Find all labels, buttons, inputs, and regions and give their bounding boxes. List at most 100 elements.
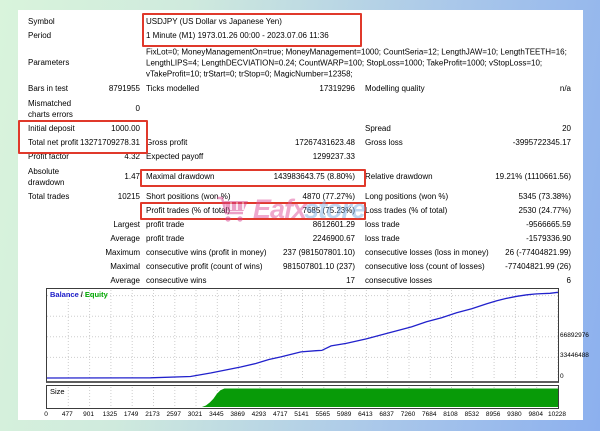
x-tick-label: 0 bbox=[44, 411, 48, 418]
legend-equity: Equity bbox=[84, 290, 108, 299]
report-row: Period 1 Minute (M1) 1973.01.26 00:00 - 2… bbox=[28, 29, 573, 43]
y-axis-label: 0 bbox=[560, 373, 564, 380]
x-tick-label: 8532 bbox=[464, 411, 480, 418]
stat-label: consecutive wins (profit in money) bbox=[146, 248, 267, 257]
stat-value: n/a bbox=[559, 84, 571, 93]
stat-label: Total net profit bbox=[28, 138, 79, 147]
x-tick-label: 5141 bbox=[294, 411, 309, 418]
report-row: Initial deposit 1000.00 Spread 20 bbox=[28, 122, 573, 136]
stat-label: Modelling quality bbox=[365, 84, 425, 93]
stat-value: Average bbox=[110, 234, 140, 243]
x-tick-label: 4717 bbox=[272, 411, 288, 418]
x-tick-label: 10228 bbox=[547, 411, 567, 418]
x-tick-label: 5565 bbox=[315, 411, 331, 418]
x-tick-label: 1749 bbox=[123, 411, 139, 418]
stat-value: 8791955 bbox=[108, 84, 140, 93]
report-table: Symbol USDJPY (US Dollar vs Japanese Yen)… bbox=[28, 15, 573, 288]
stat-label: profit trade bbox=[146, 234, 185, 243]
stat-value: 143983643.75 (8.80%) bbox=[273, 172, 355, 181]
stat-label: Profit trades (% of total) bbox=[146, 206, 231, 215]
size-chart-label: Size bbox=[50, 387, 65, 396]
report-row: Profit factor 4.32 Expected payoff 1299237.… bbox=[28, 150, 573, 164]
legend-balance: Balance bbox=[50, 290, 79, 299]
stat-label: Spread bbox=[365, 124, 391, 133]
stat-value: 17 bbox=[346, 276, 355, 285]
stat-value: 8612601.29 bbox=[312, 220, 355, 229]
stat-value: 20 bbox=[562, 124, 571, 133]
stat-value: 6 bbox=[566, 276, 571, 285]
balance-equity-chart: Balance / Equity bbox=[46, 288, 559, 383]
stat-label: profit trade bbox=[146, 220, 185, 229]
stat-label: Bars in test bbox=[28, 84, 69, 93]
stat-value: 13271709278.31 bbox=[79, 138, 140, 147]
stat-value: 237 (981507801.10) bbox=[282, 248, 355, 257]
x-tick-label: 1325 bbox=[102, 411, 118, 418]
stat-value: -77404821.99 (26) bbox=[505, 262, 571, 271]
stat-label: Mismatched charts errors bbox=[28, 99, 73, 119]
stat-value: 26 (-77404821.99) bbox=[505, 248, 571, 257]
stat-label: loss trade bbox=[365, 234, 400, 243]
size-chart: Size bbox=[46, 385, 559, 409]
stat-label: Gross profit bbox=[146, 138, 188, 147]
stat-value: 981507801.10 (237) bbox=[282, 262, 355, 271]
y-axis-label: 33446488 bbox=[560, 352, 589, 359]
stat-value: Maximal bbox=[110, 262, 140, 271]
stat-label: Symbol bbox=[28, 17, 55, 26]
x-tick-label: 8108 bbox=[443, 411, 458, 418]
stat-value: 19.21% (1110661.56) bbox=[495, 172, 571, 181]
stat-label: loss trade bbox=[365, 220, 400, 229]
stat-label: Loss trades (% of total) bbox=[365, 206, 448, 215]
stat-value: 10215 bbox=[117, 192, 140, 201]
x-tick-label: 8956 bbox=[485, 411, 501, 418]
report-row: Maximal consecutive profit (count of wins… bbox=[28, 260, 573, 274]
x-tick-label: 2597 bbox=[166, 411, 181, 418]
report-row: Absolute drawdown 1.47 Maximal drawdown 143… bbox=[28, 164, 573, 190]
stat-label: Expected payoff bbox=[146, 152, 204, 161]
x-tick-label: 2173 bbox=[145, 411, 160, 418]
stat-value: 2530 (24.77%) bbox=[518, 206, 571, 215]
x-tick-label: 7684 bbox=[422, 411, 437, 418]
stat-value: 0 bbox=[135, 104, 140, 113]
report-row: Maximum consecutive wins (profit in money… bbox=[28, 246, 573, 260]
stat-value: -9566665.59 bbox=[526, 220, 571, 229]
chart-legend: Balance / Equity bbox=[50, 290, 108, 299]
stat-value: -1579336.90 bbox=[526, 234, 571, 243]
x-tick-label: 9804 bbox=[528, 411, 543, 418]
report-row: Largest profit trade 8612601.29 loss trade -… bbox=[28, 218, 573, 232]
x-tick-label: 3869 bbox=[230, 411, 245, 418]
x-tick-label: 9380 bbox=[507, 411, 522, 418]
stat-label: consecutive wins bbox=[146, 276, 207, 285]
balance-svg bbox=[47, 290, 558, 379]
stat-label: FixLot=0; MoneyManagementOn=true; MoneyM… bbox=[146, 47, 567, 78]
x-tick-label: 4293 bbox=[251, 411, 267, 418]
x-tick-label: 477 bbox=[61, 411, 73, 418]
stat-label: USDJPY (US Dollar vs Japanese Yen) bbox=[146, 17, 282, 26]
charts-section: Balance / Equity 66892976 33446488 0 Size … bbox=[44, 288, 589, 420]
x-tick-label: 5989 bbox=[336, 411, 352, 418]
stat-label: Period bbox=[28, 31, 52, 40]
report-row: Bars in test 8791955 Ticks modelled 1731929… bbox=[28, 82, 573, 96]
size-svg bbox=[47, 387, 558, 407]
stat-value: 1299237.33 bbox=[312, 152, 355, 161]
stat-value: 7685 (75.23%) bbox=[302, 206, 355, 215]
report-row: Average consecutive wins 17 consecutive los… bbox=[28, 274, 573, 288]
stat-label: Long positions (won %) bbox=[365, 192, 449, 201]
stat-value: 4870 (77.27%) bbox=[302, 192, 355, 201]
x-tick-label: 3445 bbox=[209, 411, 224, 418]
stat-label: consecutive loss (count of losses) bbox=[365, 262, 485, 271]
x-tick-label: 901 bbox=[83, 411, 95, 418]
stat-value: 1000.00 bbox=[111, 124, 140, 133]
stat-label: Total trades bbox=[28, 192, 70, 201]
stat-value: 17319296 bbox=[319, 84, 355, 93]
stat-label: Parameters bbox=[28, 57, 70, 67]
stat-label: Relative drawdown bbox=[365, 172, 433, 181]
stat-value: Largest bbox=[113, 220, 140, 229]
stat-label: Gross loss bbox=[365, 138, 403, 147]
stat-value: -3995722345.17 bbox=[512, 138, 571, 147]
report-row: Profit trades (% of total) 7685 (75.23%) L… bbox=[28, 204, 573, 218]
stat-value: 4.32 bbox=[124, 152, 140, 161]
x-tick-label: 6413 bbox=[358, 411, 373, 418]
stat-label: 1 Minute (M1) 1973.01.26 00:00 - 2023.07… bbox=[146, 31, 329, 40]
stat-label: Short positions (won %) bbox=[146, 192, 231, 201]
